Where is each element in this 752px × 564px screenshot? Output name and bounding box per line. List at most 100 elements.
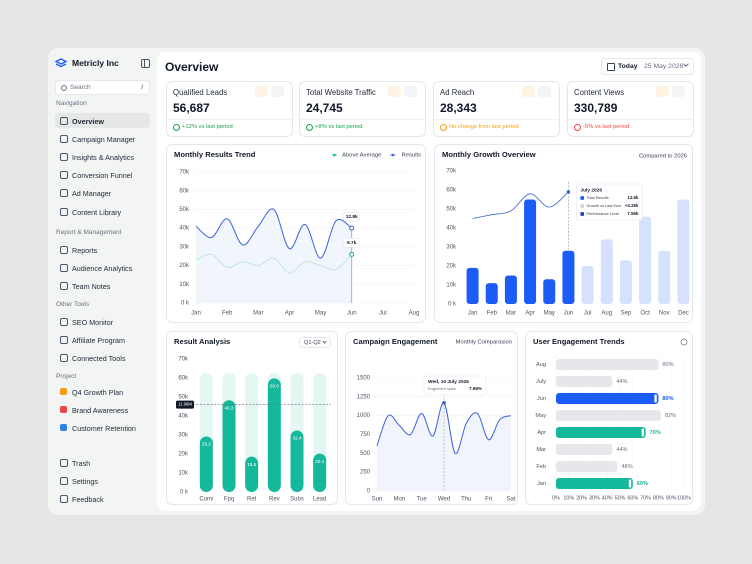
tooltip-label: Growth vs Last Mon: [586, 203, 621, 208]
x-tick-label: May: [315, 311, 326, 317]
nav-item[interactable]: Campaign Manager: [55, 131, 150, 146]
x-tick-label: 20%: [576, 495, 587, 501]
search-icon: [61, 84, 67, 91]
y-tick-label: 70k: [179, 170, 190, 176]
nav-item[interactable]: Content Library: [55, 204, 150, 219]
kpi-icon[interactable]: [522, 86, 535, 97]
y-tick-label: 750: [360, 432, 371, 438]
reference-label-box: [176, 400, 194, 409]
search-shortcut: /: [141, 84, 143, 91]
nav-item[interactable]: Insights & Analytics: [55, 149, 150, 164]
x-tick-label: 90%: [666, 495, 677, 501]
nav-label: SEO Monitor: [72, 317, 114, 327]
y-tick-label: 50k: [446, 207, 457, 213]
kpi-icon[interactable]: [271, 86, 284, 97]
y-tick-label: 1000: [357, 413, 371, 419]
y-tick-label: 10k: [179, 282, 190, 288]
kpi-divider: [434, 119, 559, 120]
x-tick-label: Apr: [285, 311, 294, 317]
project-item[interactable]: Customer Retention: [55, 420, 150, 435]
annotation-box: [343, 238, 361, 248]
chart-card: User Engagement Trends 0% 10% 20% 30% 40% 50% 6…: [525, 331, 693, 505]
x-tick-label: Subs: [290, 497, 304, 503]
x-tick-label: Feb: [222, 311, 233, 317]
filter-dropdown[interactable]: Q1-Q2: [299, 337, 331, 348]
x-tick-label: 40%: [602, 495, 613, 501]
footer-item[interactable]: Feedback: [55, 491, 150, 506]
bar-value-label: 82%: [665, 413, 676, 419]
bar-value-label: 20.2: [315, 459, 324, 464]
nav-icon: [60, 353, 68, 362]
project-item[interactable]: Brand Awareness: [55, 402, 150, 417]
footer-item[interactable]: Settings: [55, 473, 150, 488]
project-item[interactable]: Q4 Growth Plan: [55, 384, 150, 399]
chart-title: User Engagement Trends: [533, 337, 625, 346]
bar: [556, 359, 659, 370]
bar: [199, 436, 213, 492]
kpi-card: Qualified Leads 56,687 +12% vs last period: [166, 81, 293, 137]
kpi-icon[interactable]: [672, 86, 685, 97]
kpi-icon[interactable]: [388, 86, 401, 97]
nav-section-title: Report & Management: [56, 229, 122, 236]
bar: [556, 478, 633, 489]
nav-item[interactable]: Team Notes: [55, 278, 150, 293]
nav-item[interactable]: SEO Monitor: [55, 314, 150, 329]
nav-item[interactable]: Ad Manager: [55, 186, 150, 201]
kpi-icon[interactable]: [538, 86, 551, 97]
x-tick-label: 50%: [615, 495, 626, 501]
y-tick-label: 30k: [179, 244, 190, 250]
footer-icon: [60, 494, 68, 503]
nav-item[interactable]: Connected Tools: [55, 350, 150, 365]
nav-label: Conversion Funnel: [72, 171, 133, 181]
sidebar-toggle[interactable]: [141, 59, 150, 68]
nav-label: Content Library: [72, 207, 122, 217]
y-tick-label: 10k: [446, 283, 457, 289]
footer-item[interactable]: Trash: [55, 455, 150, 470]
chevron: [322, 339, 327, 344]
legend-label: Above Average: [342, 153, 381, 159]
x-tick-label: Ret: [247, 497, 257, 503]
kpi-card: Ad Reach 28,343 No change from last period: [433, 81, 560, 137]
x-tick-label: Rev: [269, 497, 280, 503]
kpi-icon[interactable]: [255, 86, 268, 97]
y-tick-label: 0: [367, 489, 371, 495]
y-tick-label: 60k: [446, 188, 457, 194]
nav-item[interactable]: Affiliate Program: [55, 332, 150, 347]
nav-item[interactable]: Overview: [55, 113, 150, 128]
bar: [485, 283, 498, 304]
date-label: Today: [618, 63, 638, 70]
tooltip-box: [576, 183, 643, 221]
legend-dot: [391, 153, 395, 157]
chart-title: Result Analysis: [174, 337, 230, 346]
kpi-icon[interactable]: [404, 86, 417, 97]
nav-icon: [60, 134, 68, 143]
tooltip-swatch: [580, 212, 585, 216]
reference-label: 11.98M: [178, 402, 192, 407]
bar-value-label: 70%: [650, 430, 661, 436]
nav-item[interactable]: Audience Analytics: [55, 260, 150, 275]
x-tick-label: Aug: [409, 311, 420, 317]
chart: Result Analysis 0 k 10k 20k 30k 40k 50k 60k 70k C…: [174, 337, 331, 503]
date-picker[interactable]: Today 25 May 2026: [601, 58, 694, 75]
kpi-value: 28,343: [440, 101, 477, 115]
x-tick-label: Oct: [640, 311, 650, 317]
chart: Monthly Results Trend Results Above Averag…: [174, 150, 421, 317]
chart-title: Campaign Engagement: [353, 337, 438, 346]
comparison-line: [472, 191, 569, 219]
x-tick-label: Aug: [601, 311, 612, 317]
nav-label: Audience Analytics: [72, 263, 133, 273]
kpi-icon[interactable]: [656, 86, 669, 97]
legend-label: Results: [402, 153, 421, 159]
nav-item[interactable]: Conversion Funnel: [55, 168, 150, 183]
y-tick-label: 70k: [446, 169, 457, 175]
x-tick-label: Lead: [313, 497, 326, 503]
search-box[interactable]: Search /: [55, 80, 150, 95]
tooltip-value: 7.98%: [469, 386, 482, 391]
tooltip-value: 7.56k: [627, 211, 639, 216]
y-tick-label: Jun: [537, 396, 546, 402]
y-tick-label: 40k: [178, 414, 189, 420]
bar-value-label: 59.8: [270, 384, 279, 389]
nav-icon: [60, 116, 68, 125]
nav-item[interactable]: Reports: [55, 242, 150, 257]
nav-section-title: Project: [56, 373, 77, 380]
